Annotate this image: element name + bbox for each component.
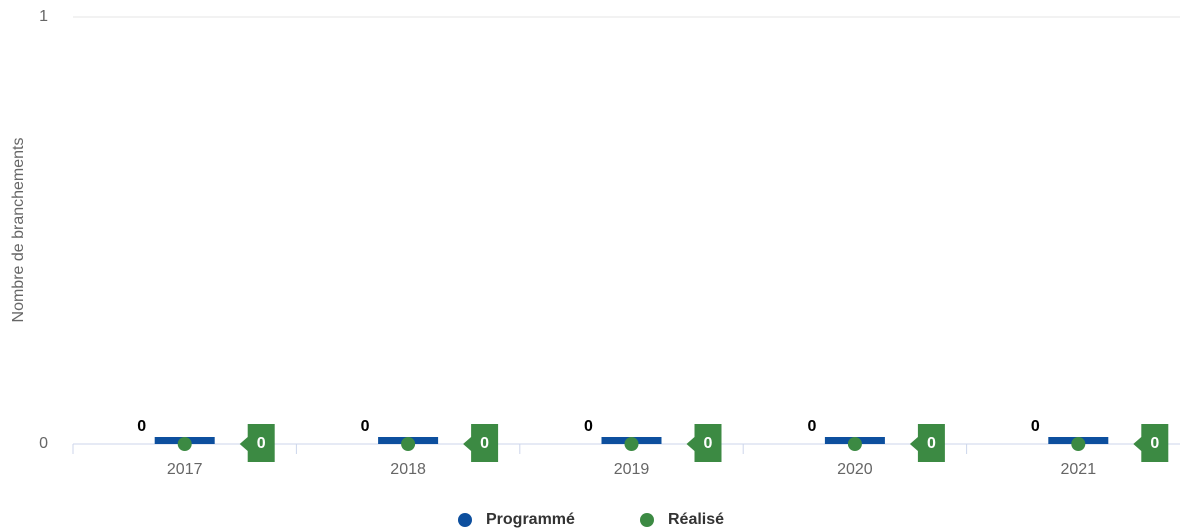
marker [177, 437, 192, 451]
data-label: 0 [137, 418, 146, 435]
data-label-box [239, 424, 275, 462]
marker [624, 437, 639, 451]
y-tick-label: 0 [39, 435, 48, 452]
data-label-box [463, 424, 499, 462]
data-label: 0 [704, 435, 713, 452]
y-tick-label: 1 [39, 8, 48, 25]
legend-label: Réalisé [668, 511, 724, 528]
x-tick-label: 2019 [614, 461, 650, 478]
x-tick-label: 2018 [390, 461, 426, 478]
data-label: 0 [807, 418, 816, 435]
data-label: 0 [1150, 435, 1159, 452]
x-tick-label: 2020 [837, 461, 873, 478]
legend-label: Programmé [486, 511, 575, 528]
x-tick-label: 2017 [167, 461, 203, 478]
data-label-box [909, 424, 945, 462]
x-tick-label: 2021 [1061, 461, 1097, 478]
data-label: 0 [584, 418, 593, 435]
legend-marker [458, 513, 472, 527]
data-label: 0 [1031, 418, 1040, 435]
data-label-box [1133, 424, 1169, 462]
data-label: 0 [927, 435, 936, 452]
marker [401, 437, 416, 451]
data-label: 0 [480, 435, 489, 452]
y-axis-label: Nombre de branchements [10, 138, 27, 323]
marker [1071, 437, 1086, 451]
marker [847, 437, 862, 451]
data-label: 0 [361, 418, 370, 435]
data-label-box [686, 424, 722, 462]
legend-marker [640, 513, 654, 527]
data-label: 0 [257, 435, 266, 452]
